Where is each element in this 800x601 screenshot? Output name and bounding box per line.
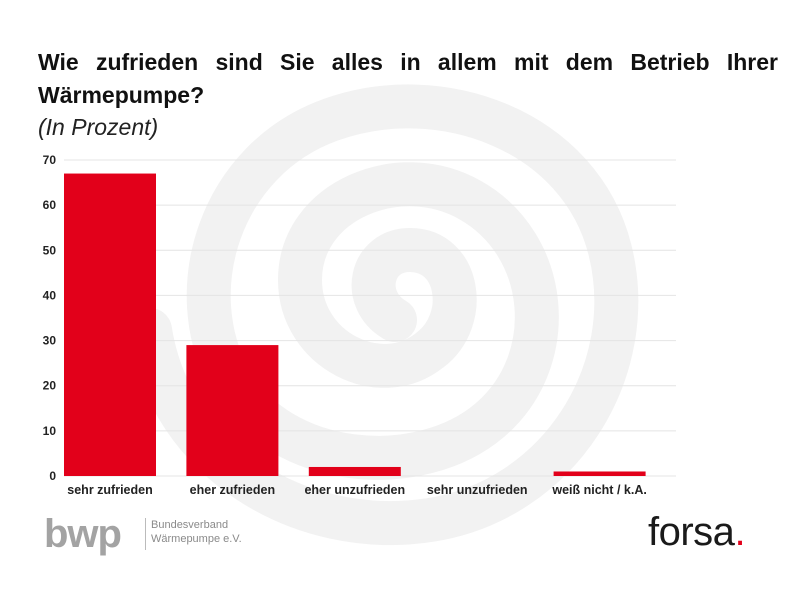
y-tick-label: 40 [43, 288, 57, 302]
x-axis-labels: sehr zufrieden eher zufrieden eher unzufri… [67, 483, 647, 497]
y-tick-label: 0 [49, 469, 56, 483]
chart-subtitle: (In Prozent) [38, 114, 159, 140]
bwp-logo: bwp [44, 512, 122, 556]
y-axis-ticks: 0 10 20 30 40 50 60 70 [43, 153, 57, 483]
y-tick-label: 50 [43, 243, 57, 257]
forsa-logo: forsa. [648, 510, 746, 555]
bwp-logo-line1: Bundesverband [151, 519, 229, 531]
bar-4 [553, 471, 646, 476]
bwp-logo-text: Bundesverband Wärmepumpe e.V. [151, 518, 242, 546]
x-category-label: sehr zufrieden [67, 483, 152, 497]
forsa-logo-dot: . [734, 510, 746, 554]
y-tick-label: 10 [43, 424, 57, 438]
x-category-label: eher zufrieden [190, 483, 275, 497]
chart-title: Wie zufrieden sind Sie alles in allem mi… [38, 49, 778, 108]
y-tick-label: 30 [43, 334, 57, 348]
x-category-label: eher unzufrieden [304, 483, 405, 497]
bwp-logo-line2: Wärmepumpe e.V. [151, 533, 242, 545]
x-category-label: sehr unzufrieden [427, 483, 528, 497]
y-tick-label: 60 [43, 198, 57, 212]
bwp-logo-divider [145, 518, 146, 550]
spiral-watermark-shape [128, 84, 639, 546]
forsa-logo-word: forsa [648, 510, 735, 554]
bars [64, 173, 646, 477]
bar-1 [186, 345, 279, 476]
bar-2 [308, 466, 401, 476]
y-tick-label: 20 [43, 379, 57, 393]
x-category-label: weiß nicht / k.A. [551, 483, 646, 497]
bar-0 [64, 173, 156, 477]
y-tick-label: 70 [43, 153, 57, 167]
grid-lines [64, 159, 676, 477]
